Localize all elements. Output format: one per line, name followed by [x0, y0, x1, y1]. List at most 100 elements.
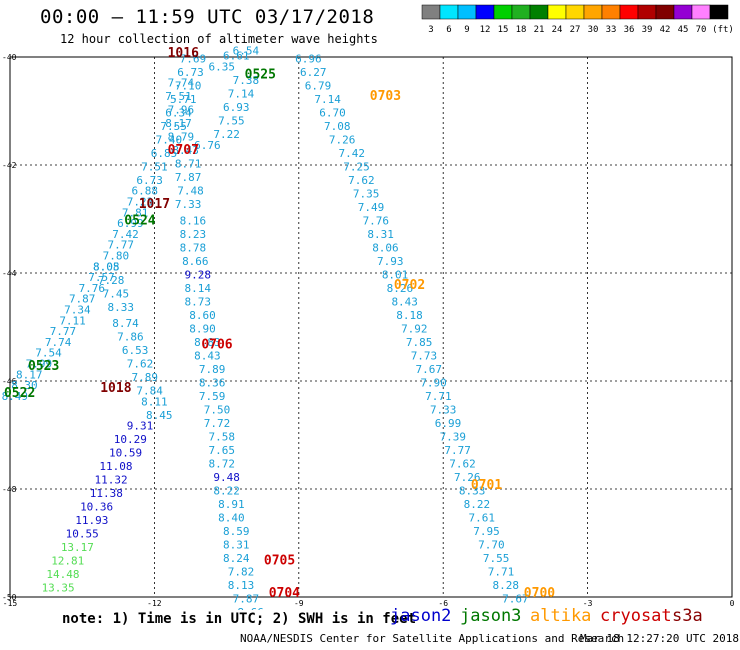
wave-height-value: 7.58 — [209, 430, 236, 443]
wave-height-value: 7.71 — [425, 390, 452, 403]
wave-height-value: 8.26 — [387, 282, 414, 295]
wave-height-value: 7.08 — [324, 120, 351, 133]
x-tick-label: 0 — [730, 599, 735, 608]
legend-s3a: s3a — [672, 606, 703, 626]
wave-height-value: 6.70 — [319, 106, 346, 119]
wave-height-value: 7.87 — [69, 293, 96, 306]
wave-height-value: 8.31 — [223, 538, 250, 551]
wave-height-value: 8.22 — [464, 498, 491, 511]
wave-height-value: 6.99 — [435, 417, 462, 430]
wave-height-value: 7.55 — [483, 552, 510, 565]
wave-height-value: 7.82 — [228, 565, 255, 578]
color-scale-label: 42 — [660, 25, 671, 35]
wave-height-value: 8.91 — [218, 498, 245, 511]
color-scale-label: 27 — [570, 25, 581, 35]
wave-height-value: 7.39 — [440, 430, 467, 443]
pass-time-label: 0525 — [245, 68, 276, 83]
wave-height-value: 7.69 — [180, 52, 207, 65]
y-tick-label: -50 — [2, 593, 17, 602]
wave-height-value: 7.48 — [177, 185, 204, 198]
color-scale-label: 21 — [534, 25, 545, 35]
wave-height-value: 6.79 — [305, 79, 332, 92]
wave-height-value: 8.17 — [16, 368, 43, 381]
wave-height-value: 7.93 — [377, 255, 404, 268]
wave-height-value: 7.96 — [168, 104, 195, 117]
wave-height-value: 7.84 — [136, 385, 163, 398]
color-scale-label: 70 — [696, 25, 707, 35]
wave-height-value: 7.77 — [50, 325, 77, 338]
wave-height-value: 13.17 — [61, 541, 94, 554]
wave-height-value: 8.11 — [141, 395, 168, 408]
wave-height-value: 6.73 — [177, 66, 204, 79]
wave-height-value: 7.51 — [165, 90, 192, 103]
wave-height-value: 8.23 — [180, 228, 207, 241]
color-scale-label: 36 — [624, 25, 635, 35]
wave-height-value: 7.99 — [26, 358, 53, 371]
color-scale-label: 15 — [498, 25, 509, 35]
wave-height-value: 7.62 — [449, 457, 476, 470]
wave-height-value: 8.08 — [93, 260, 120, 273]
wave-height-value: 7.11 — [59, 314, 86, 327]
wave-height-value: 6.54 — [233, 44, 260, 57]
plot-frame — [9, 56, 733, 598]
wave-height-value: 7.54 — [35, 347, 62, 360]
legend-jason3: jason3 — [460, 606, 522, 626]
wave-height-value: 6.73 — [136, 174, 163, 187]
wave-height-value: 7.77 — [444, 444, 471, 457]
color-scale-label: 3 — [428, 25, 433, 35]
color-scale-label: 6 — [446, 25, 451, 35]
wave-height-value: 7.89 — [132, 371, 159, 384]
wave-height-value: 8.43 — [172, 144, 199, 157]
wave-height-value: 7.28 — [98, 274, 125, 287]
legend-jason2: jason2 — [390, 606, 452, 626]
wave-height-value: 6.35 — [209, 61, 236, 74]
wave-height-value: 8.74 — [112, 317, 139, 330]
wave-height-value: 8.73 — [184, 295, 211, 308]
wave-height-value: 7.14 — [314, 93, 341, 106]
wave-height-value: 8.59 — [223, 525, 250, 538]
pass-time-label: 0702 — [394, 278, 425, 293]
wave-height-value: 7.72 — [204, 417, 231, 430]
wave-height-value: 8.45 — [146, 409, 173, 422]
wave-height-value: 8.49 — [2, 390, 29, 403]
color-scale-label: 24 — [552, 25, 563, 35]
wave-height-value: 8.13 — [228, 579, 255, 592]
pass-time-label: 1017 — [139, 197, 170, 212]
color-scale-label: 9 — [464, 25, 469, 35]
wave-height-value: 8.33 — [459, 484, 486, 497]
wave-height-value: 7.67 — [502, 592, 529, 605]
pass-time-label: 0522 — [4, 386, 35, 401]
pass-time-label: 0703 — [370, 89, 401, 104]
wave-height-value: 9.31 — [127, 420, 154, 433]
wave-height-value: 7.62 — [348, 174, 375, 187]
wave-height-value: 6.88 — [132, 185, 159, 198]
wave-height-value: 7.87 — [175, 171, 202, 184]
wave-height-value: 7.26 — [329, 133, 356, 146]
wave-height-value: 7.55 — [218, 115, 245, 128]
wave-height-value: 8.66 — [237, 606, 264, 610]
pass-time-label: 1018 — [100, 381, 131, 396]
wave-height-value: 7.38 — [233, 74, 260, 87]
wave-height-value: 6.34 — [165, 106, 192, 119]
wave-height-value: 8.18 — [396, 309, 423, 322]
wave-height-value: 13.35 — [42, 582, 75, 595]
wave-height-value: 10.36 — [80, 501, 113, 514]
wave-height-value: 7.23 — [127, 196, 154, 209]
legend-cryosat: cryosat — [600, 606, 672, 626]
y-tick-label: -42 — [2, 161, 17, 170]
wave-height-value: 8.78 — [180, 241, 207, 254]
x-tick-label: -9 — [294, 599, 304, 608]
wave-height-value: 10.29 — [114, 433, 147, 446]
wave-height-value: 7.35 — [353, 187, 380, 200]
color-scale-label: (ft) — [712, 25, 734, 35]
color-scale-label: 18 — [516, 25, 527, 35]
wave-height-value: 7.70 — [478, 538, 505, 551]
wave-height-value: 6.61 — [223, 50, 250, 63]
pass-time-label: 0706 — [201, 338, 232, 353]
wave-height-value: 7.86 — [117, 331, 144, 344]
footer-note: note: 1) Time is in UTC; 2) SWH is in fe… — [62, 611, 417, 627]
wave-height-value: 11.93 — [75, 514, 108, 527]
wave-height-value: 8.05 — [93, 260, 120, 273]
pass-time-label: 0701 — [471, 478, 502, 493]
